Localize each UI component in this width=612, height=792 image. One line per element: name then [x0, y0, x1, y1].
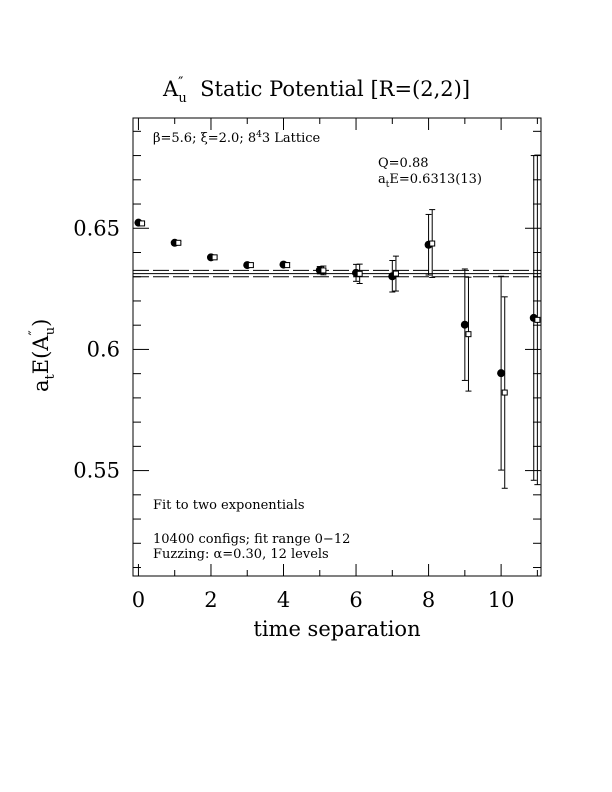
data-markers [134, 218, 541, 396]
data-point-square [429, 240, 436, 247]
lattice-main: β=5.6; ξ=2.0; 8 [153, 131, 256, 146]
data-point-square [392, 270, 399, 277]
chart-title: A″ u Static Potential [R=(2,2)] [162, 75, 470, 106]
chart-title-sup: ″ [178, 75, 183, 91]
data-point-square [175, 239, 182, 246]
x-tick-label: 0 [132, 588, 145, 612]
y-label-end: ) [29, 319, 53, 327]
energy-sub: t [386, 180, 390, 190]
y-axis-label: atE(A″u) [27, 319, 58, 392]
error-bars [135, 154, 541, 489]
x-tick-label: 2 [204, 588, 217, 612]
data-point-square [465, 331, 472, 338]
axis-tick-labels: 0 2 4 6 8 10 0.55 0.6 0.65 [73, 216, 514, 612]
y-tick-label: 0.65 [73, 216, 120, 240]
fit-annotation: Fit to two exponentials [153, 498, 305, 513]
lattice-end: 3 Lattice [262, 131, 321, 146]
y-label-main: a [29, 379, 53, 392]
data-point-circle [460, 320, 469, 329]
data-point-square [320, 267, 327, 274]
data-point-circle [497, 369, 506, 378]
data-point-square [501, 389, 508, 396]
y-tick-label: 0.6 [87, 337, 120, 361]
y-label-sub: t [43, 373, 58, 379]
x-tick-label: 4 [277, 588, 290, 612]
chart-title-rest: Static Potential [R=(2,2)] [187, 77, 470, 101]
y-label-sub2: u [43, 327, 58, 335]
fit-band [133, 269, 541, 278]
energy-annotation: atE=0.6313(13) [378, 172, 482, 190]
data-point-square [211, 254, 218, 261]
configs-annotation: 10400 configs; fit range 0−12 [153, 532, 350, 547]
data-point-square [534, 316, 541, 323]
data-point-square [139, 220, 146, 227]
lattice-annotation: β=5.6; ξ=2.0; 843 Lattice [153, 130, 321, 146]
lattice-sup: 4 [256, 130, 262, 140]
q-annotation: Q=0.88 [378, 156, 429, 171]
data-point-square [284, 262, 291, 269]
data-point-square [356, 270, 363, 277]
y-label-mid: E(A [29, 335, 53, 375]
x-tick-label: 10 [488, 588, 515, 612]
energy-pre: a [378, 172, 386, 187]
chart-title-main: A [162, 77, 179, 101]
x-tick-label: 6 [349, 588, 362, 612]
fuzzing-annotation: Fuzzing: α=0.30, 12 levels [153, 547, 329, 562]
x-tick-label: 8 [422, 588, 435, 612]
chart-title-sub: u [178, 91, 186, 106]
plot-frame [132, 117, 542, 577]
energy-post: E=0.6313(13) [389, 172, 482, 187]
data-point-square [247, 262, 254, 269]
y-tick-label: 0.55 [73, 459, 120, 483]
x-axis-label: time separation [253, 617, 420, 641]
y-label-sup: ″ [27, 330, 43, 335]
